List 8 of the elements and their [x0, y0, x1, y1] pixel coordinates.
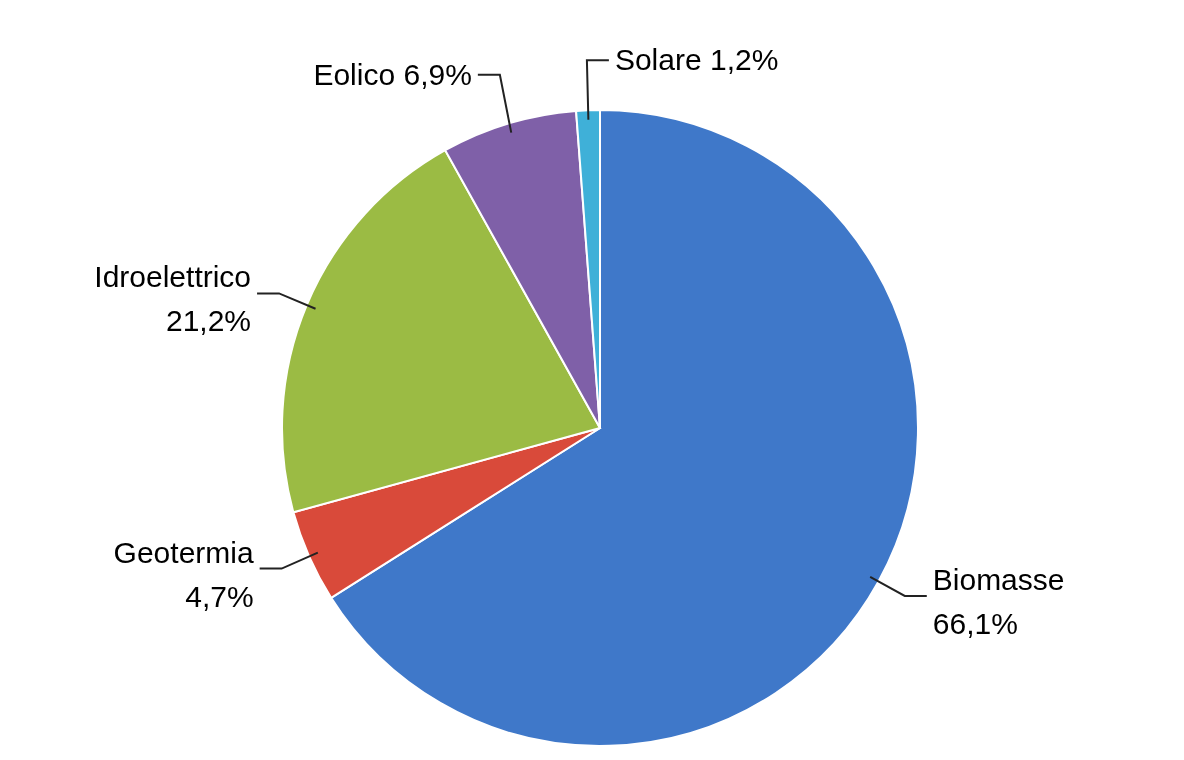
slice-label: Idroelettrico — [94, 260, 252, 294]
data-label: 21,2% — [165, 304, 252, 338]
data-label: 4,7% — [185, 579, 254, 613]
slice-label: Geotermia — [113, 535, 254, 569]
slice-label: Biomasse — [932, 562, 1065, 596]
data-label: 66,1% — [932, 606, 1018, 640]
slice-label: Solare 1,2% — [614, 43, 779, 77]
slice-label: Eolico 6,9% — [313, 57, 472, 91]
